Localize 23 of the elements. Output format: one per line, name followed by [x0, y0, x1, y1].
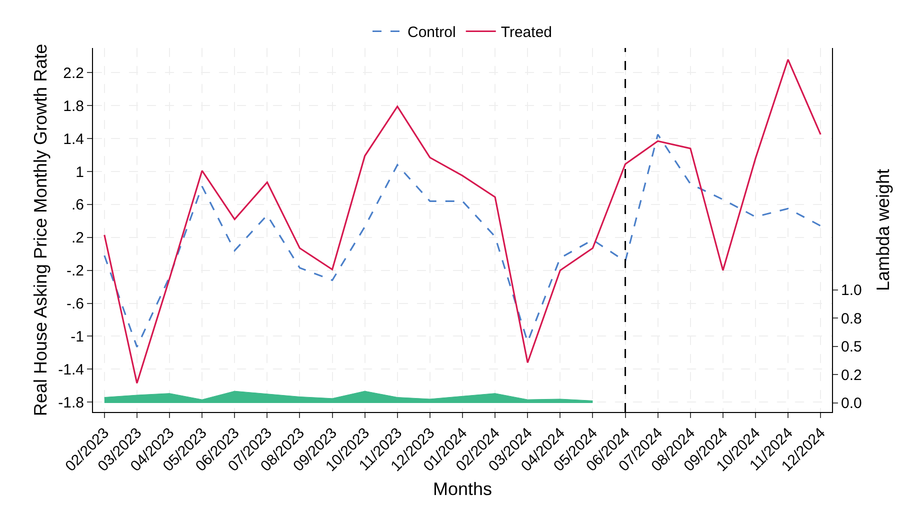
line-series [104, 58, 822, 384]
y-tick-label: -1 [70, 328, 84, 346]
y-tick-label: -1.8 [58, 394, 84, 412]
y-tick-label: 1 [76, 164, 84, 181]
y-tick-label: .6 [71, 196, 84, 214]
y2-axis-title: Lambda weight [872, 168, 893, 292]
y-axis-title: Real House Asking Price Monthly Growth Rate [30, 44, 50, 416]
y-tick-label: -.6 [66, 296, 84, 313]
y-tick-label: 2.2 [63, 64, 84, 82]
y2-tick-label: 0.8 [841, 310, 862, 328]
y-tick-label: 1.8 [63, 98, 84, 115]
y-tick-label: .2 [71, 230, 84, 247]
line-series [104, 134, 822, 348]
y-tick-label: -.2 [66, 262, 84, 280]
legend-label: Control [408, 24, 456, 42]
y-tick-label: 1.4 [63, 130, 84, 148]
y2-tick-label: 1.0 [841, 282, 862, 300]
y2-tick-label: 0.2 [841, 366, 862, 384]
y2-tick-label: 0.5 [841, 338, 862, 356]
y2-tick-label: 0.0 [841, 395, 862, 412]
legend-label: Treated [500, 24, 552, 42]
y-tick-label: -1.4 [58, 361, 84, 378]
x-axis-title: Months [432, 479, 492, 500]
